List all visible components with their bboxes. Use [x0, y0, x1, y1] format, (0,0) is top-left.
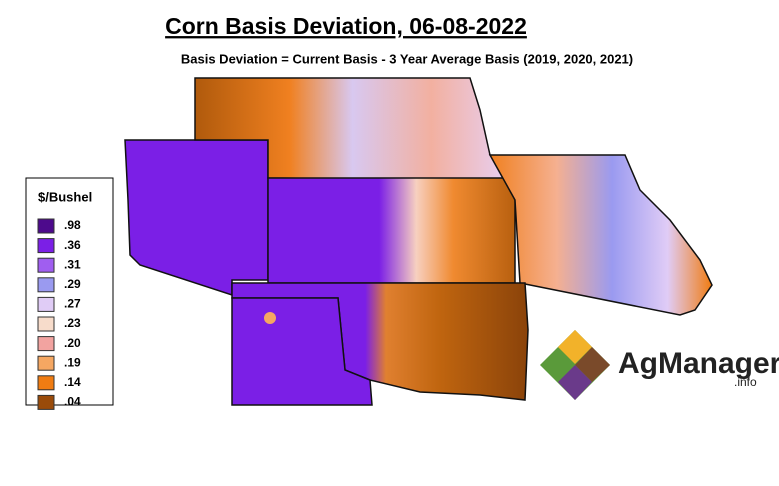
legend-swatch	[37, 257, 55, 273]
legend-label: .20	[64, 336, 81, 350]
legend-label: .23	[64, 316, 81, 330]
legend-label: .04	[64, 395, 81, 409]
logo-cow	[575, 347, 610, 382]
logo-sun	[558, 330, 592, 364]
legend-swatch	[37, 316, 55, 332]
kansas	[267, 177, 516, 284]
legend-label: .27	[64, 297, 81, 311]
legend-label: .29	[64, 277, 81, 291]
texas-panhandle	[231, 297, 373, 406]
legend-title: $/Bushel	[38, 189, 92, 204]
logo-suffix: .info	[734, 375, 757, 389]
legend-swatch	[37, 218, 55, 234]
legend-label: .14	[64, 375, 81, 389]
missouri	[488, 154, 713, 316]
colorado-region	[124, 139, 269, 297]
legend-label: .36	[64, 238, 81, 252]
logo-chart	[558, 365, 592, 400]
legend-swatch	[37, 355, 55, 371]
legend-label: .98	[64, 218, 81, 232]
hotspot	[264, 312, 276, 324]
legend-swatch	[37, 277, 55, 293]
legend-swatch	[37, 394, 55, 410]
legend-label: .31	[64, 257, 81, 271]
legend-label: .19	[64, 355, 81, 369]
subtitle: Basis Deviation = Current Basis - 3 Year…	[181, 51, 633, 66]
title: Corn Basis Deviation, 06-08-2022	[165, 13, 527, 39]
logo-name: AgManager	[618, 347, 779, 380]
legend-swatch	[37, 238, 55, 254]
map	[124, 77, 713, 406]
legend: .98 .36 .31 .29 .27 .23 .20 .19 .14 .04	[37, 218, 81, 410]
logo: AgManager .info	[540, 330, 779, 400]
legend-swatch	[37, 296, 55, 312]
legend-swatch	[37, 375, 55, 391]
legend-swatch	[37, 336, 55, 352]
